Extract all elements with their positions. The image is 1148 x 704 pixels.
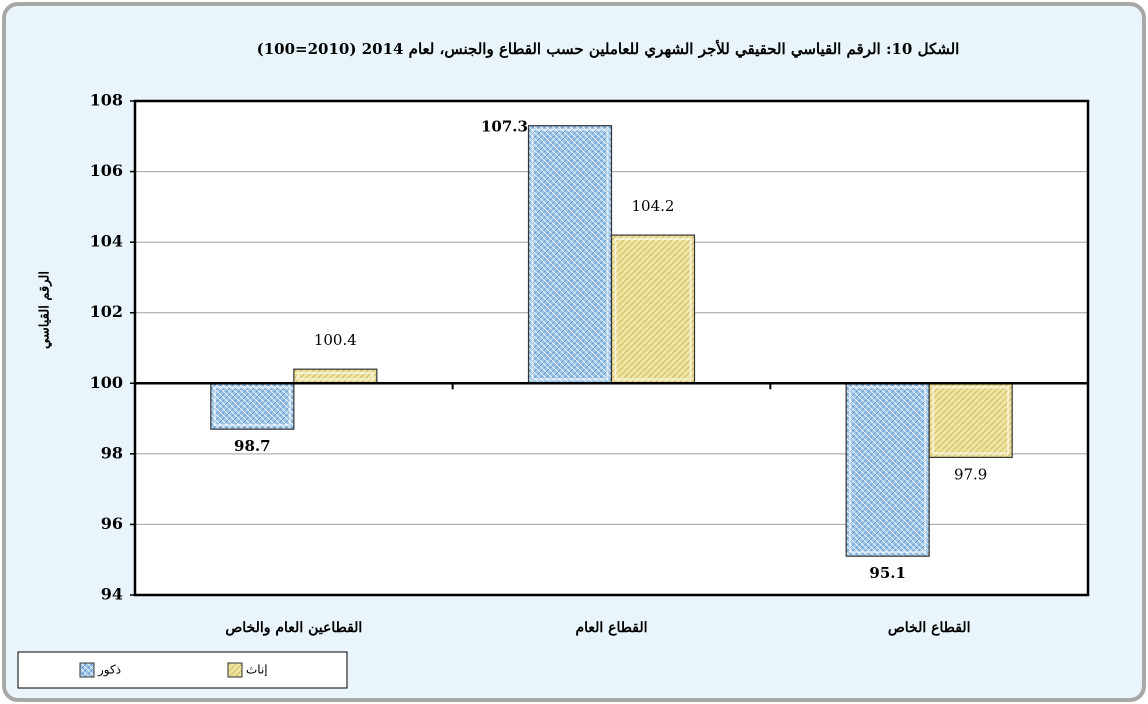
y-tick-label: 98 (101, 443, 123, 462)
bar (845, 382, 930, 557)
y-tick-label: 102 (90, 302, 123, 321)
legend-swatch (227, 662, 243, 678)
bar (210, 382, 295, 430)
data-label: 100.4 (314, 331, 357, 349)
bar-bevel (614, 238, 692, 381)
legend (17, 651, 348, 689)
bar-bevel (296, 372, 374, 381)
y-tick-label: 106 (90, 161, 123, 180)
bar-bevel (849, 386, 927, 554)
y-tick-label: 94 (101, 585, 123, 604)
bar (527, 125, 613, 384)
data-label: 95.1 (869, 564, 906, 582)
x-tick-label: القطاعين العام والخاص (225, 620, 362, 636)
data-label: 104.2 (632, 197, 675, 215)
bar (293, 368, 378, 384)
bar-bevel (531, 128, 609, 381)
legend-label: ذكور (97, 663, 121, 677)
data-label: 107.3 (481, 118, 528, 136)
bar (928, 382, 1013, 458)
plot-border (133, 99, 1090, 597)
legend-label: إناث (246, 663, 268, 678)
bar-bevel (932, 386, 1010, 455)
y-tick-label: 104 (90, 232, 123, 251)
x-tick-label: القطاع الخاص (888, 620, 971, 636)
data-label: 98.7 (234, 437, 271, 455)
chart-title: الشكل 10: الرقم القياسي الحقيقي للأجر ال… (257, 39, 960, 59)
bar-bevel (213, 386, 291, 427)
bar (610, 234, 696, 384)
y-tick-label: 100 (90, 373, 123, 392)
legend-swatch (79, 662, 95, 678)
x-tick-label: القطاع العام (575, 620, 647, 636)
y-axis-label: الرقم القياسي (38, 271, 53, 349)
data-label: 97.9 (954, 465, 987, 483)
y-tick-label: 96 (101, 514, 123, 533)
y-tick-label: 108 (90, 91, 123, 110)
